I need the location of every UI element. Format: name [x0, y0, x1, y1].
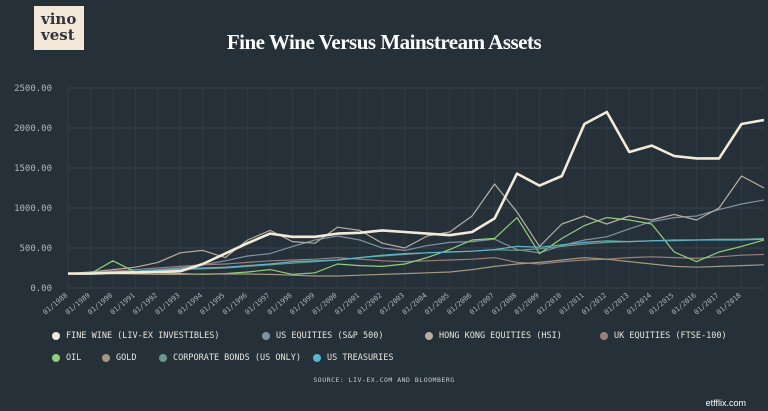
- legend-item: FINE WINE (LIV-EX INVESTIBLES): [52, 331, 220, 341]
- legend-label: OIL: [66, 353, 82, 363]
- x-tick-label: 01/2018: [715, 291, 743, 316]
- line-chart: 2500.00 2000.00 1500.00 1000.00 500.00 0.00 0…: [14, 84, 765, 317]
- legend-swatch: [600, 332, 608, 340]
- y-tick-label: 2000.00: [14, 124, 52, 134]
- y-tick-label: 2500.00: [14, 84, 52, 94]
- legend-label: CORPORATE BONDS (US ONLY): [173, 353, 301, 363]
- legend-item: HONG KONG EQUITIES (HSI): [425, 331, 562, 341]
- y-tick-label: 1500.00: [14, 164, 52, 174]
- legend-label: UK EQUITIES (FTSE-100): [614, 331, 727, 341]
- legend-item: UK EQUITIES (FTSE-100): [600, 331, 727, 341]
- vinovest-logo: vino vest: [34, 6, 84, 50]
- legend-label: US EQUITIES (S&P 500): [276, 331, 384, 341]
- chart-title: Fine Wine Versus Mainstream Assets: [226, 30, 542, 54]
- legend-swatch: [102, 354, 110, 362]
- series-line-1: [67, 199, 765, 275]
- legend-swatch: [52, 354, 60, 362]
- legend-label: US TREASURIES: [327, 353, 394, 363]
- y-tick-label: 500.00: [19, 244, 52, 254]
- legend-swatch: [159, 354, 167, 362]
- watermark: etfflix.com: [705, 398, 746, 408]
- series-lines: [67, 110, 765, 277]
- y-tick-label: 1000.00: [14, 204, 52, 214]
- source-note: SOURCE: LIV-EX.COM AND BLOOMBERG: [313, 376, 455, 384]
- series-line-4: [68, 217, 765, 275]
- legend-swatch: [425, 332, 433, 340]
- series-line-5: [67, 257, 765, 277]
- legend-label: HONG KONG EQUITIES (HSI): [439, 331, 562, 341]
- legend-item: US TREASURIES: [313, 353, 394, 363]
- legend-label: GOLD: [116, 353, 137, 363]
- y-axis: 2500.00 2000.00 1500.00 1000.00 500.00 0.00: [14, 84, 52, 294]
- y-tick-label: 0.00: [30, 284, 52, 294]
- legend-item: OIL: [52, 353, 81, 363]
- legend-swatch: [262, 332, 270, 340]
- legend-label: FINE WINE (LIV-EX INVESTIBLES): [66, 331, 220, 341]
- legend-swatch: [313, 354, 321, 362]
- grid: [67, 87, 764, 289]
- legend-item: US EQUITIES (S&P 500): [262, 331, 383, 341]
- legend-item: CORPORATE BONDS (US ONLY): [159, 353, 301, 363]
- legend-swatch: [52, 332, 60, 340]
- x-axis: 01/198801/198901/199001/199101/199201/19…: [42, 291, 743, 316]
- logo-line-1: vino: [41, 10, 77, 28]
- legend-item: GOLD: [102, 353, 136, 363]
- series-line-2: [67, 175, 765, 275]
- logo-line-2: vest: [41, 26, 75, 44]
- series-line-0: [68, 110, 765, 275]
